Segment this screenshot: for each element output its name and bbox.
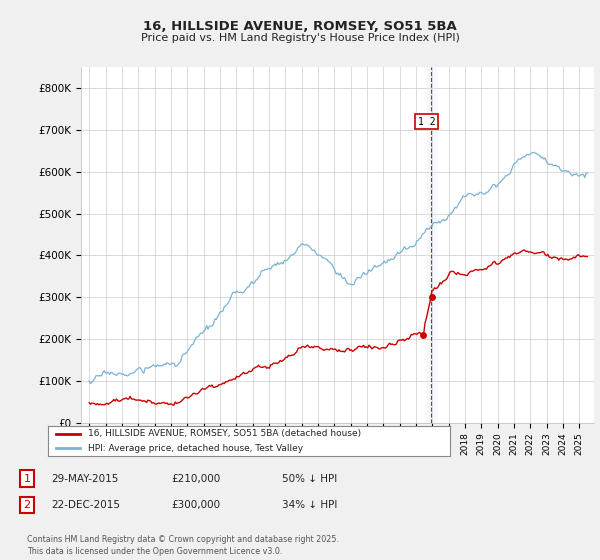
Text: 29-MAY-2015: 29-MAY-2015 (51, 474, 118, 484)
Text: 1 2: 1 2 (418, 116, 436, 127)
Text: £300,000: £300,000 (171, 500, 220, 510)
Text: 16, HILLSIDE AVENUE, ROMSEY, SO51 5BA (detached house): 16, HILLSIDE AVENUE, ROMSEY, SO51 5BA (d… (88, 430, 361, 438)
Text: 22-DEC-2015: 22-DEC-2015 (51, 500, 120, 510)
Text: HPI: Average price, detached house, Test Valley: HPI: Average price, detached house, Test… (88, 444, 304, 452)
Text: 34% ↓ HPI: 34% ↓ HPI (282, 500, 337, 510)
Text: Contains HM Land Registry data © Crown copyright and database right 2025.
This d: Contains HM Land Registry data © Crown c… (27, 535, 339, 556)
Text: 1: 1 (23, 474, 31, 484)
Text: 2: 2 (23, 500, 31, 510)
Text: £210,000: £210,000 (171, 474, 220, 484)
Bar (427, 67, 436, 423)
Text: 16, HILLSIDE AVENUE, ROMSEY, SO51 5BA: 16, HILLSIDE AVENUE, ROMSEY, SO51 5BA (143, 20, 457, 34)
Text: 50% ↓ HPI: 50% ↓ HPI (282, 474, 337, 484)
Text: Price paid vs. HM Land Registry's House Price Index (HPI): Price paid vs. HM Land Registry's House … (140, 33, 460, 43)
